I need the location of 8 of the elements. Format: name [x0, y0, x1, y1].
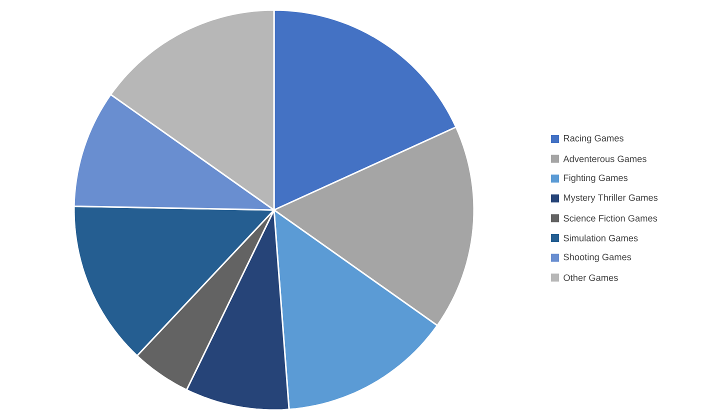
legend-label: Simulation Games — [564, 234, 638, 242]
legend-label: Other Games — [564, 274, 618, 281]
legend-label: Science Fiction Games — [564, 214, 658, 222]
legend-label: Racing Games — [564, 134, 624, 144]
legend-label: Adventerous Games — [563, 155, 646, 162]
legend-label: Mystery Thriller Games — [564, 194, 658, 203]
legend-label: Shooting Games — [564, 254, 632, 262]
legend-label: Fighting Games — [564, 174, 628, 183]
